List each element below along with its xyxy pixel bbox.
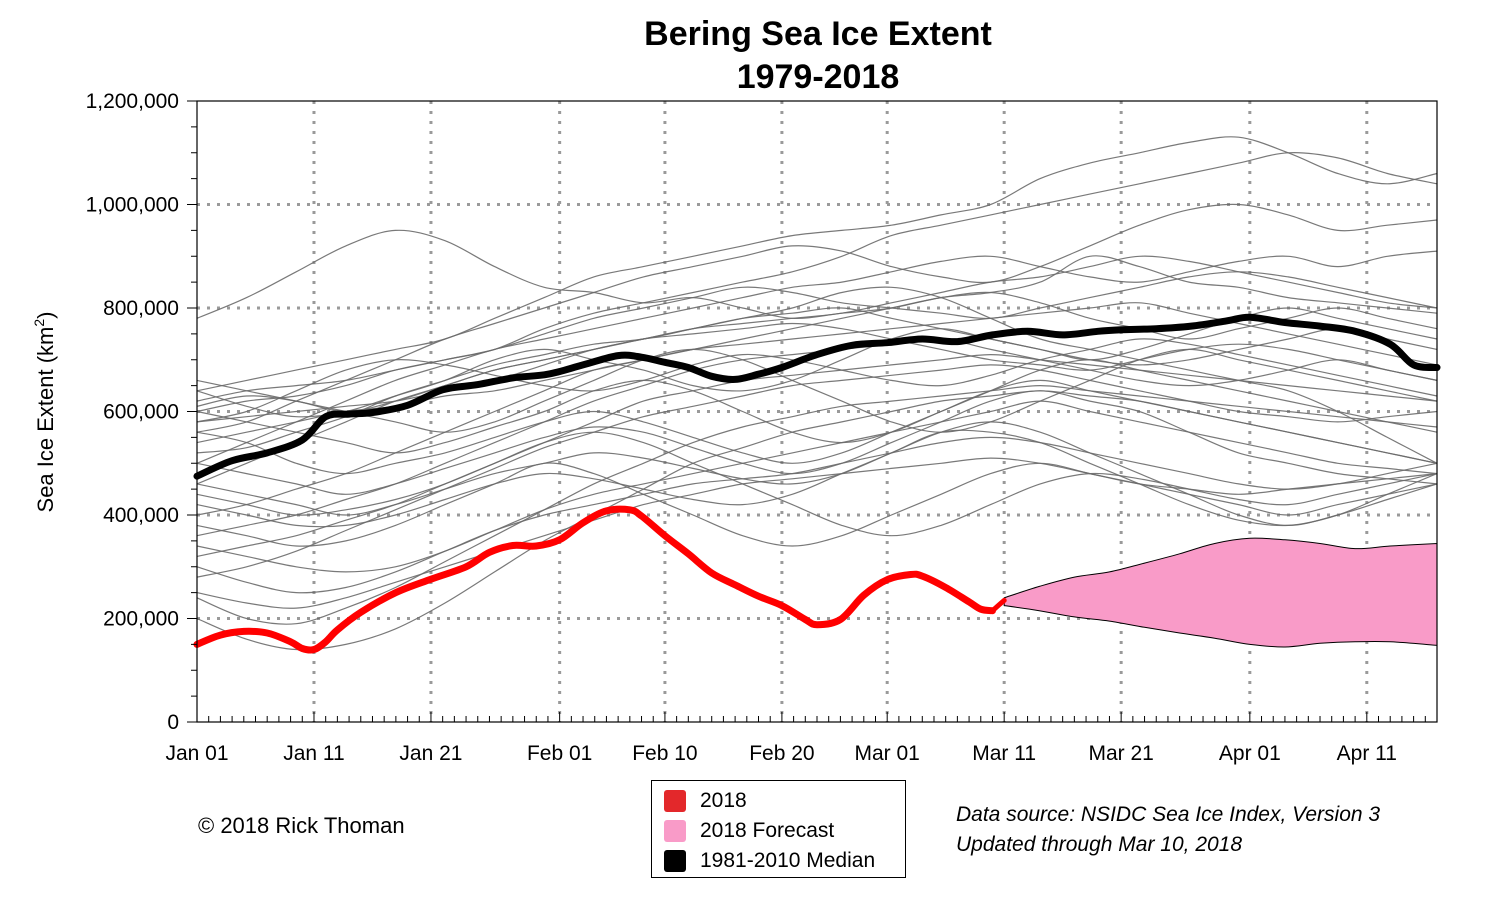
chart-title-line1: Bering Sea Ice Extent: [644, 15, 992, 53]
series-2018-line: [193, 505, 996, 654]
historical-series-18: [196, 462, 1438, 547]
x-tick-label-1: Jan 11: [283, 742, 345, 765]
legend-swatch-forecast: [664, 820, 686, 842]
x-tick-label-8: Mar 21: [1088, 742, 1153, 765]
x-tick-label-0: Jan 01: [165, 742, 228, 765]
historical-series-19: [196, 348, 1438, 433]
historical-series-17: [196, 431, 1438, 537]
historical-series-1: [196, 229, 1438, 320]
updated-through-line: Updated through Mar 10, 2018: [956, 833, 1243, 856]
forecast-layer: [1003, 537, 1438, 648]
legend-swatch-2018: [664, 790, 686, 812]
y-axis-label-close: ): [33, 312, 58, 319]
historical-series-2: [196, 136, 1438, 392]
legend-label-median: 1981-2010 Median: [700, 849, 876, 872]
historical-series-6: [196, 271, 1438, 402]
chart-title-line2: 1979-2018: [737, 58, 900, 96]
median-series-line: [193, 313, 1441, 480]
x-tick-label-3: Feb 01: [527, 742, 592, 765]
legend-label-2018: 2018: [700, 789, 747, 812]
historical-series-4: [196, 203, 1438, 433]
copyright-text: © 2018 Rick Thoman: [198, 813, 405, 838]
median-series-layer: [193, 313, 1441, 480]
x-tick-label-9: Apr 01: [1219, 742, 1281, 765]
data-source-note: Data source: NSIDC Sea Ice Index, Versio…: [956, 800, 1380, 860]
historical-series-22: [196, 390, 1438, 495]
historical-series-24: [196, 429, 1438, 528]
legend-label-forecast: 2018 Forecast: [700, 819, 835, 842]
historical-series-29: [196, 286, 1438, 464]
historical-series-15: [196, 384, 1438, 625]
historical-series-21: [196, 379, 1438, 475]
y-tick-label-2: 400,000: [103, 504, 179, 527]
historical-series-layer: [196, 136, 1438, 651]
y-tick-label-6: 1,200,000: [86, 90, 179, 113]
historical-series-25: [196, 400, 1438, 573]
series-2018-tail: [990, 597, 1007, 614]
x-tick-label-5: Feb 20: [749, 742, 814, 765]
historical-series-27: [196, 457, 1438, 609]
y-tick-label-3: 600,000: [103, 401, 179, 424]
x-tick-label-6: Mar 01: [855, 742, 920, 765]
historical-series-12: [196, 338, 1438, 537]
historical-series-14: [196, 364, 1438, 578]
y-tick-label-1: 200,000: [103, 608, 179, 631]
historical-series-20: [196, 359, 1438, 454]
axes-layer: Jan 01 Jan 11 Jan 21 Feb 01 Feb 10 Feb 20 Mar …: [86, 90, 1438, 765]
historical-series-26: [196, 436, 1438, 594]
y-axis-label-sup: 2: [31, 319, 47, 327]
legend: 2018 2018 Forecast 1981-2010 Median: [651, 780, 906, 878]
y-tick-label-5: 1,000,000: [86, 194, 179, 217]
forecast-band: [1003, 537, 1438, 648]
x-tick-label-4: Feb 10: [632, 742, 697, 765]
y-axis-label-main: Sea Ice Extent (km: [33, 327, 58, 513]
y-tick-label-0: 0: [167, 711, 179, 734]
legend-item-median: 1981-2010 Median: [664, 849, 875, 873]
x-tick-label-2: Jan 21: [399, 742, 462, 765]
legend-item-forecast: 2018 Forecast: [664, 819, 834, 843]
historical-series-5: [196, 250, 1438, 464]
x-tick-label-10: Apr 11: [1337, 742, 1397, 765]
series-2018-layer: [193, 505, 1007, 654]
y-tick-label-4: 800,000: [103, 297, 179, 320]
legend-swatch-median: [664, 850, 686, 872]
x-tick-label-7: Mar 11: [972, 742, 1036, 765]
y-axis-label: Sea Ice Extent (km2): [31, 312, 58, 513]
historical-series-30: [196, 338, 1438, 423]
historical-series-23: [196, 421, 1438, 527]
legend-item-2018: 2018: [664, 789, 747, 813]
data-source-line: Data source: NSIDC Sea Ice Index, Versio…: [956, 803, 1381, 826]
